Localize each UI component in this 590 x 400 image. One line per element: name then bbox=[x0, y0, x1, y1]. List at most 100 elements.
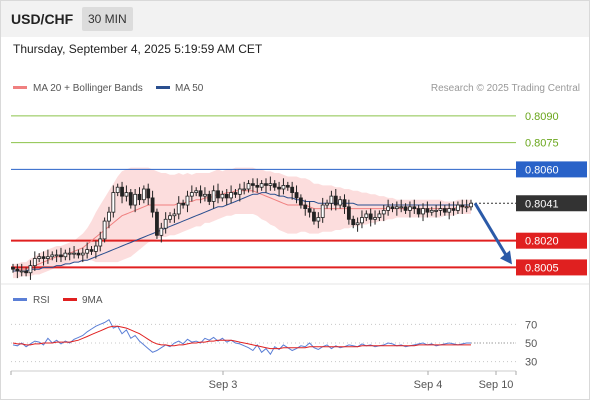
candle-body bbox=[150, 197, 155, 213]
candle-body bbox=[72, 252, 76, 255]
candle-body bbox=[416, 208, 421, 215]
candle-body bbox=[107, 211, 111, 222]
candle-body bbox=[85, 249, 90, 254]
candle-body bbox=[220, 193, 225, 199]
forecast-arrow-head bbox=[500, 250, 512, 265]
moving-averages bbox=[13, 190, 471, 272]
candle-body bbox=[102, 220, 107, 240]
candle-body bbox=[233, 192, 238, 195]
candle-body bbox=[342, 199, 347, 208]
candle-body bbox=[355, 222, 360, 226]
bollinger-band-fill bbox=[13, 167, 471, 279]
candle-body bbox=[320, 204, 325, 218]
candle-body bbox=[54, 254, 59, 257]
candle-body bbox=[137, 193, 142, 201]
candle-body bbox=[32, 258, 37, 267]
candle-body bbox=[37, 256, 42, 259]
x-tick-label: Sep 3 bbox=[209, 379, 238, 391]
candle-body bbox=[128, 192, 133, 206]
candle-body bbox=[329, 195, 334, 204]
candle-body bbox=[307, 208, 312, 213]
candle-body bbox=[351, 218, 356, 226]
candle-body bbox=[373, 217, 377, 220]
candle-body bbox=[316, 217, 321, 222]
candle-body bbox=[207, 193, 212, 202]
candle-body bbox=[50, 254, 55, 258]
candle-body bbox=[294, 192, 299, 199]
candle-body bbox=[303, 204, 308, 210]
candle-body bbox=[438, 208, 443, 211]
level-label-0-8075: 0.8075 bbox=[525, 138, 559, 150]
candle-body bbox=[425, 208, 430, 213]
credit-label: Research © 2025 Trading Central bbox=[431, 83, 580, 94]
level-box-0-8020 bbox=[516, 232, 587, 249]
forecast-arrow bbox=[473, 202, 512, 265]
candle-body bbox=[198, 190, 203, 197]
candle-body bbox=[464, 206, 469, 209]
timeframe-badge[interactable]: 30 MIN bbox=[82, 7, 133, 31]
candle-body bbox=[333, 195, 338, 206]
candle-body bbox=[76, 252, 81, 256]
rsi-ma9-line bbox=[12, 325, 471, 350]
candle-body bbox=[338, 199, 343, 206]
candle-body bbox=[442, 208, 447, 213]
candle-body bbox=[285, 185, 290, 188]
candle-body bbox=[168, 215, 172, 220]
candle-body bbox=[272, 183, 277, 188]
candle-body bbox=[224, 193, 229, 199]
candlesticks bbox=[11, 176, 473, 280]
candle-body bbox=[390, 206, 395, 210]
candle-body bbox=[447, 208, 452, 213]
level-label-0-8005: 0.8005 bbox=[525, 262, 559, 274]
candle-body bbox=[216, 190, 220, 199]
x-tick-label: Sep 10 bbox=[479, 379, 514, 391]
candle-body bbox=[67, 252, 72, 255]
candle-body bbox=[80, 252, 85, 256]
candle-body bbox=[28, 265, 33, 274]
rsi-legend-swatch bbox=[13, 298, 27, 301]
rsi-line bbox=[12, 318, 471, 356]
rsi-panel: 70 50 30 bbox=[11, 318, 537, 369]
candle-body bbox=[15, 268, 20, 272]
candle-body bbox=[181, 202, 186, 206]
candle-body bbox=[281, 185, 286, 190]
candle-body bbox=[364, 213, 369, 218]
ma9-legend-swatch bbox=[63, 298, 77, 301]
candle-body bbox=[346, 206, 351, 220]
candle-body bbox=[237, 188, 242, 195]
chart-header: USD/CHF 30 MIN bbox=[1, 1, 589, 37]
level-box-0-8005 bbox=[516, 259, 587, 276]
candle-body bbox=[386, 206, 391, 211]
ma50-legend-swatch bbox=[156, 86, 170, 89]
candle-body bbox=[189, 192, 194, 197]
candle-body bbox=[264, 183, 268, 186]
candle-body bbox=[246, 183, 251, 190]
candle-body bbox=[141, 188, 146, 201]
ma20-line bbox=[13, 190, 471, 272]
candle-body bbox=[251, 183, 255, 186]
candle-body bbox=[163, 218, 168, 229]
candle-body bbox=[412, 206, 417, 210]
level-label-0-8060: 0.8060 bbox=[525, 164, 559, 176]
ma20-legend-label: MA 20 + Bollinger Bands bbox=[33, 83, 143, 94]
candle-body bbox=[290, 186, 295, 193]
candle-body bbox=[89, 249, 94, 252]
candle-body bbox=[381, 209, 386, 215]
chart-datetime: Thursday, September 4, 2025 5:19:59 AM C… bbox=[13, 42, 263, 56]
candle-body bbox=[211, 190, 216, 202]
candle-body bbox=[11, 267, 15, 270]
candle-body bbox=[120, 186, 124, 197]
candle-body bbox=[172, 213, 177, 217]
candle-body bbox=[469, 202, 473, 208]
ma50-line bbox=[13, 192, 471, 272]
forecast-arrow-shaft bbox=[473, 202, 510, 260]
rsi-tick-label: 30 bbox=[525, 357, 537, 369]
candle-body bbox=[111, 192, 116, 213]
level-label-0-8090: 0.8090 bbox=[525, 111, 559, 123]
candle-body bbox=[115, 186, 120, 193]
candle-body bbox=[242, 188, 247, 191]
candle-body bbox=[146, 188, 151, 199]
level-label-0-8020: 0.8020 bbox=[525, 236, 559, 248]
